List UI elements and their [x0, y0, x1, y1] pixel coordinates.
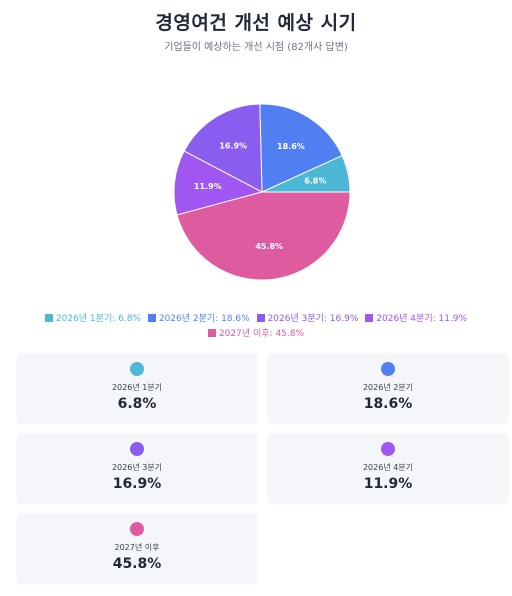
- pie-chart: 6.8% 18.6% 16.9% 11.9% 45.8%: [173, 103, 351, 281]
- card-label: 2026년 4분기: [362, 463, 414, 472]
- chart-title: 경영여건 개선 예상 시기: [155, 12, 357, 34]
- card-color-dot: [130, 442, 144, 456]
- summary-card: 2026년 4분기 11.9%: [268, 433, 508, 503]
- legend-item[interactable]: 2026년 2분기: 18.6%: [147, 312, 250, 327]
- legend-swatch: [147, 314, 156, 322]
- legend-label: 2026년 2분기: 18.6%: [158, 314, 250, 324]
- legend-label: 2027년 이후: 45.8%: [218, 329, 305, 339]
- slice-value-label: 45.8%: [255, 242, 283, 251]
- legend-item[interactable]: 2026년 3분기: 16.9%: [256, 312, 359, 327]
- pie-slice[interactable]: [183, 103, 263, 193]
- pie-slice[interactable]: [259, 103, 343, 193]
- legend-swatch: [207, 329, 216, 337]
- summary-card: 2026년 2분기 18.6%: [268, 353, 508, 423]
- card-value: 6.8%: [117, 396, 157, 412]
- pie-slice[interactable]: [176, 191, 351, 281]
- card-label: 2026년 2분기: [362, 383, 414, 392]
- legend-swatch: [365, 314, 374, 322]
- legend-label: 2026년 1분기: 6.8%: [55, 314, 141, 324]
- legend-label: 2026년 4분기: 11.9%: [376, 314, 468, 324]
- card-color-dot: [130, 522, 144, 536]
- chart-legend: 2026년 1분기: 6.8% 2026년 2분기: 18.6% 2026년 3…: [40, 312, 472, 342]
- slice-value-label: 6.8%: [304, 176, 326, 185]
- legend-item[interactable]: 2026년 4분기: 11.9%: [365, 312, 467, 327]
- slice-value-label: 18.6%: [277, 142, 305, 151]
- legend-item[interactable]: 2027년 이후: 45.8%: [207, 327, 305, 342]
- legend-swatch: [256, 314, 265, 322]
- pie-slice[interactable]: [173, 150, 264, 216]
- summary-card: 2027년 이후 45.8%: [17, 513, 257, 583]
- card-label: 2026년 3분기: [111, 463, 163, 472]
- card-color-dot: [130, 362, 144, 376]
- card-color-dot: [381, 362, 395, 376]
- card-value: 16.9%: [112, 476, 162, 492]
- slice-value-label: 16.9%: [219, 142, 247, 151]
- summary-card: 2026년 1분기 6.8%: [17, 353, 257, 423]
- legend-swatch: [44, 314, 53, 322]
- card-value: 18.6%: [363, 396, 413, 412]
- legend-item[interactable]: 2026년 1분기: 6.8%: [44, 312, 141, 327]
- card-label: 2027년 이후: [114, 543, 160, 552]
- card-color-dot: [381, 442, 395, 456]
- summary-card: 2026년 3분기 16.9%: [17, 433, 257, 503]
- card-value: 45.8%: [112, 556, 162, 572]
- slice-value-label: 11.9%: [194, 182, 222, 191]
- legend-label: 2026년 3분기: 16.9%: [267, 314, 359, 324]
- card-value: 11.9%: [363, 476, 413, 492]
- chart-subtitle: 기업들이 예상하는 개선 시점 (82개사 답변): [164, 42, 348, 53]
- card-label: 2026년 1분기: [111, 383, 163, 392]
